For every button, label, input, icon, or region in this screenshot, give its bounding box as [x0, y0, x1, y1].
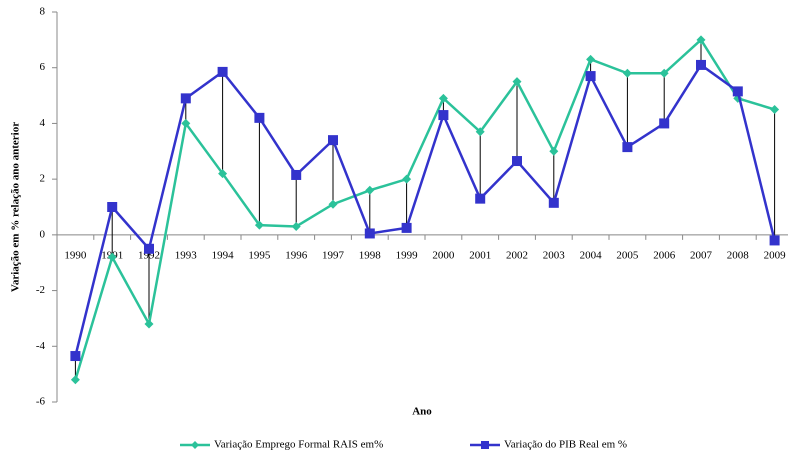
legend-marker [481, 441, 489, 449]
marker [770, 105, 780, 114]
marker [217, 66, 228, 77]
marker [291, 222, 301, 231]
marker [475, 127, 485, 137]
marker [107, 252, 117, 262]
y-tick-label: -2 [36, 284, 45, 296]
y-tick-label: -4 [36, 340, 46, 352]
x-tick-label: 2002 [506, 249, 528, 261]
marker [254, 220, 264, 230]
legend-marker [191, 441, 199, 449]
x-tick-label: 1993 [175, 249, 198, 261]
x-tick-label: 1999 [396, 249, 419, 261]
marker [512, 77, 522, 87]
marker [586, 54, 596, 64]
marker [512, 156, 522, 167]
y-tick-label: 2 [40, 173, 46, 185]
x-tick-label: 1994 [212, 249, 235, 261]
x-tick-label: 2000 [432, 249, 455, 261]
marker [144, 319, 154, 329]
marker [549, 146, 559, 156]
marker [365, 185, 375, 195]
legend-label: Variação do PIB Real em % [504, 439, 627, 451]
marker [622, 68, 632, 78]
y-tick-label: -6 [36, 396, 46, 408]
y-tick-label: 0 [40, 228, 46, 240]
marker [364, 228, 375, 239]
x-tick-label: 1995 [248, 249, 271, 261]
series-line [74, 63, 776, 357]
marker [659, 68, 669, 78]
marker [180, 93, 191, 104]
marker [585, 71, 596, 82]
x-tick-label: 2001 [469, 249, 491, 261]
marker [181, 118, 191, 128]
marker [70, 375, 80, 385]
y-tick-label: 8 [40, 6, 46, 18]
marker [659, 118, 670, 129]
marker [144, 243, 154, 254]
marker [696, 59, 706, 70]
x-tick-label: 1996 [285, 249, 308, 261]
x-tick-label: 1998 [359, 249, 382, 261]
marker [254, 112, 265, 123]
marker [475, 193, 486, 204]
x-tick-label: 2008 [727, 249, 750, 261]
marker [218, 169, 228, 179]
x-tick-label: 2004 [580, 249, 603, 261]
x-tick-label: 1997 [322, 249, 345, 261]
marker [696, 35, 706, 45]
marker [769, 235, 780, 246]
x-tick-label: 2005 [616, 249, 639, 261]
marker [107, 202, 118, 212]
marker [548, 197, 559, 208]
marker [291, 169, 302, 180]
series-line [74, 37, 775, 381]
marker [438, 110, 449, 121]
x-tick-label: 2007 [690, 249, 713, 261]
marker [401, 222, 412, 233]
x-tick-label: 2006 [653, 249, 676, 261]
marker [622, 142, 633, 153]
x-tick-label: 2009 [764, 249, 787, 261]
marker [328, 135, 338, 146]
marker [402, 174, 412, 184]
legend-label: Variação Emprego Formal RAIS em% [214, 439, 383, 451]
x-axis-label: Ano [412, 406, 432, 418]
x-tick-label: 1990 [64, 249, 87, 261]
marker [70, 351, 81, 362]
x-tick-label: 2003 [543, 249, 566, 261]
y-axis-label: Variação em % relação ano anterior [10, 122, 22, 292]
marker [328, 199, 338, 209]
marker [438, 93, 448, 103]
y-tick-label: 6 [40, 61, 46, 73]
y-tick-label: 4 [40, 117, 46, 129]
marker [732, 86, 743, 97]
